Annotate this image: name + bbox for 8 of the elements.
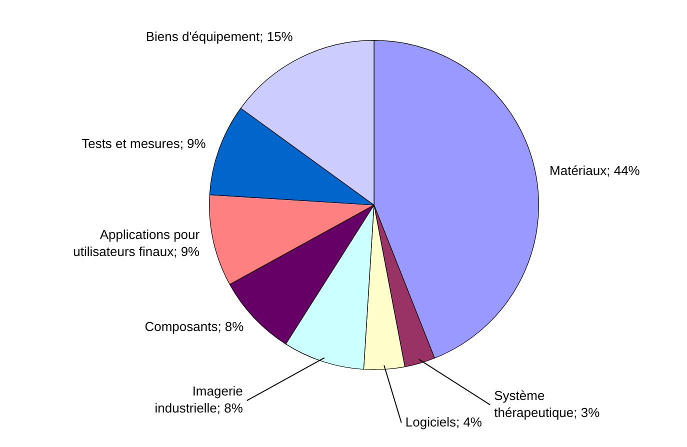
slice-label: Composants; 8% [144, 318, 244, 334]
slice-label: Tests et mesures; 9% [82, 136, 206, 152]
slice-label: Applications pour utilisateurs finaux; 9% [73, 227, 200, 260]
slice-label: Système thérapeutique; 3% [494, 388, 600, 420]
slice-label: Biens d'équipement; 15% [146, 28, 294, 44]
slice-label: Matériaux; 44% [550, 163, 640, 178]
slice-label: Imagerie industrielle; 8% [154, 384, 244, 416]
slice-label: Logiciels; 4% [405, 414, 482, 430]
